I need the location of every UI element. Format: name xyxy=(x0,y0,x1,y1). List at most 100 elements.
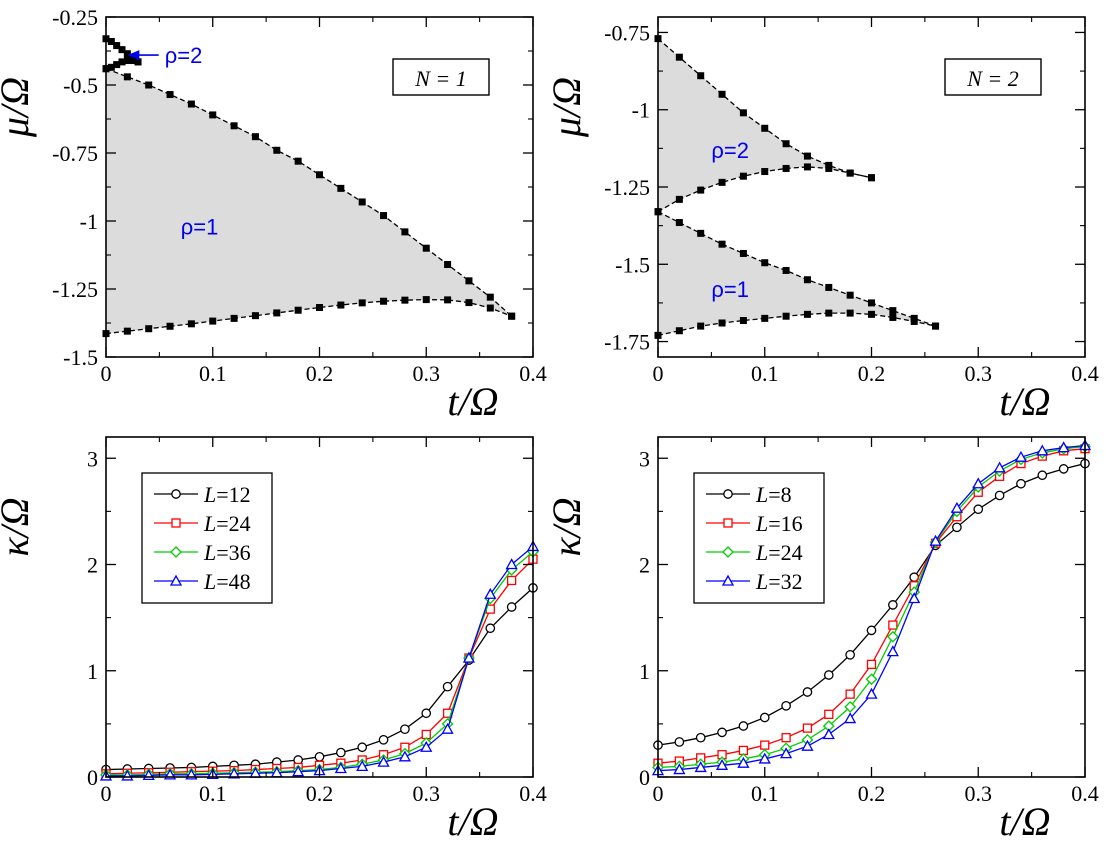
n-label: N = 2 xyxy=(966,66,1019,91)
data-point xyxy=(444,261,452,269)
data-point xyxy=(718,319,726,327)
legend-label: L=36 xyxy=(203,540,251,565)
data-point xyxy=(123,327,131,335)
n-label-box xyxy=(944,58,1042,96)
rho-annotation: ρ=2 xyxy=(165,43,203,68)
x-tick-label: 0 xyxy=(653,361,664,386)
legend-label: L=24 xyxy=(755,540,803,565)
data-point xyxy=(134,58,142,66)
y-axis-label: μ/Ω xyxy=(544,77,589,138)
data-point xyxy=(886,645,899,657)
data-point xyxy=(462,651,476,663)
data-point xyxy=(1058,464,1069,474)
data-point xyxy=(761,314,769,322)
data-point xyxy=(230,122,238,130)
data-point xyxy=(908,592,921,604)
legend-value: 24 xyxy=(781,540,803,565)
data-point xyxy=(715,758,729,770)
data-point xyxy=(506,602,517,612)
y-tick-label: 2 xyxy=(87,553,98,578)
x-axis-label: t/Ω xyxy=(447,799,498,841)
y-tick-label: -0.75 xyxy=(52,141,98,166)
data-point xyxy=(761,259,769,267)
data-point xyxy=(123,73,131,81)
data-point xyxy=(739,317,747,325)
data-point xyxy=(782,312,790,320)
data-point xyxy=(441,722,454,734)
data-point xyxy=(273,146,281,154)
legend-entry: L=16 xyxy=(706,511,803,536)
data-point xyxy=(294,157,302,165)
x-tick-label: 0.2 xyxy=(858,361,886,386)
y-tick-label: -1 xyxy=(632,98,650,123)
legend-marker xyxy=(171,518,181,528)
data-point xyxy=(761,168,769,176)
data-point xyxy=(972,477,985,489)
y-tick-label: -1.5 xyxy=(63,345,98,370)
x-tick-label: 0.3 xyxy=(965,361,993,386)
n-label-box xyxy=(392,58,490,96)
data-point xyxy=(123,57,131,65)
data-point xyxy=(673,763,686,775)
data-point xyxy=(868,174,875,182)
data-point xyxy=(401,228,409,236)
x-tick-label: 0.1 xyxy=(199,361,227,386)
legend-eq: = xyxy=(768,511,780,536)
legend-marker xyxy=(723,518,733,528)
data-point xyxy=(400,724,410,735)
data-point xyxy=(801,739,814,751)
data-point xyxy=(675,53,683,61)
data-point xyxy=(675,219,683,227)
y-tick-label: -1.75 xyxy=(604,330,650,355)
legend-eq: = xyxy=(216,511,228,536)
data-point xyxy=(334,762,347,774)
legend-value: 16 xyxy=(781,511,803,536)
data-point xyxy=(294,306,302,314)
data-point xyxy=(209,111,217,119)
data-point xyxy=(1014,450,1028,462)
legend-eq: = xyxy=(216,540,228,565)
y-tick-label: -1.25 xyxy=(604,175,650,200)
data-point xyxy=(505,558,518,570)
data-point xyxy=(118,58,126,66)
legend-value: 32 xyxy=(781,569,803,594)
data-point xyxy=(803,163,811,171)
legend-marker xyxy=(723,489,733,499)
data-point xyxy=(378,734,389,745)
data-point xyxy=(316,303,323,311)
y-tick-label: -0.5 xyxy=(63,73,98,98)
y-axis-label: κ/Ω xyxy=(0,497,37,556)
data-point xyxy=(357,742,368,753)
x-tick-label: 0.2 xyxy=(306,361,334,386)
x-tick-label: 0 xyxy=(101,781,112,806)
data-point xyxy=(129,57,137,65)
x-tick-label: 0.2 xyxy=(858,781,886,806)
data-point xyxy=(739,172,747,180)
data-point xyxy=(781,733,791,743)
data-point xyxy=(761,124,769,132)
rho-annotation: ρ=1 xyxy=(711,277,749,302)
data-point xyxy=(335,747,346,758)
data-point xyxy=(697,186,705,194)
legend-var: L xyxy=(203,511,216,536)
legend-value: 12 xyxy=(229,482,251,507)
data-point xyxy=(337,301,345,309)
data-point xyxy=(803,310,811,318)
data-point xyxy=(868,310,875,318)
data-point xyxy=(107,63,115,71)
data-point xyxy=(973,504,984,515)
gap-region-0 xyxy=(658,38,872,212)
data-point xyxy=(803,152,811,160)
series-line xyxy=(657,211,936,327)
data-point xyxy=(380,297,388,305)
x-tick-label: 0.1 xyxy=(199,781,227,806)
series-3 xyxy=(651,439,1092,776)
legend-eq: = xyxy=(768,540,780,565)
legend-entry: L=36 xyxy=(154,540,251,565)
data-point xyxy=(845,649,856,660)
data-point xyxy=(717,727,727,738)
data-point xyxy=(781,700,791,711)
data-point xyxy=(695,732,706,743)
legend-label: L=48 xyxy=(203,569,251,594)
data-point xyxy=(718,90,726,98)
